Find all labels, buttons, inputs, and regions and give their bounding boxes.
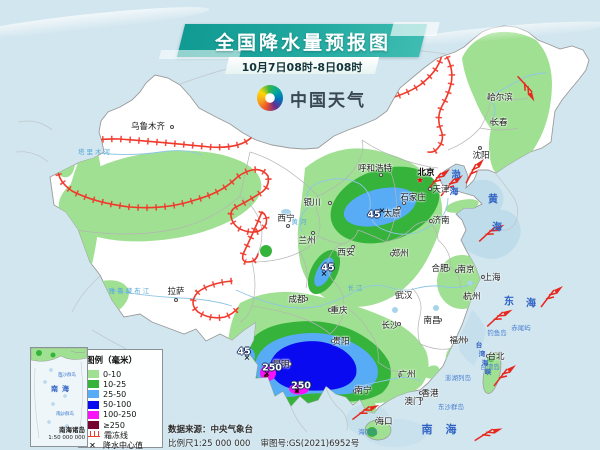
legend-item-label: 100-250 xyxy=(103,410,137,420)
wind-barb-icon xyxy=(465,158,485,184)
wind-barb-icon xyxy=(517,75,535,102)
legend-item-label: ≥250 xyxy=(103,420,125,430)
wind-barb-icon xyxy=(486,309,513,327)
legend-title: 图例（毫米） xyxy=(86,356,138,366)
wind-barb-icon xyxy=(540,286,563,308)
inset-island-label: 南沙群岛 xyxy=(56,411,75,417)
map-footer: 数据来源：中央气象台 比例尺1:25 000 000 审图号:GS(2021)69… xyxy=(168,423,359,449)
legend-item: ≥250 xyxy=(86,420,162,430)
china-weather-logo: 中国天气 xyxy=(257,85,366,111)
legend-frost-item: 霜冻线 xyxy=(86,430,162,440)
wind-barb-icon xyxy=(351,404,380,421)
forecast-period: 10月7日08时-8日08时 xyxy=(241,61,363,74)
south-china-sea-inset: 西沙群岛 南海 南沙群岛 南海诸岛 1:50 000 000 xyxy=(30,347,88,447)
legend-item-label: 霜冻线 xyxy=(104,430,128,440)
legend-item-label: 50-100 xyxy=(103,400,132,410)
precip-50-100 xyxy=(269,341,357,391)
precip-100-250 xyxy=(260,365,309,395)
logo-text: 中国天气 xyxy=(290,90,366,111)
approval-number: 审图号:GS(2021)6952号 xyxy=(260,439,360,449)
inset-island-label: 西沙群岛 xyxy=(58,372,77,378)
wind-barb-icon xyxy=(440,175,463,197)
center-value-icon: ✕ xyxy=(89,440,96,450)
data-source: 数据来源：中央气象台 xyxy=(168,425,254,435)
wind-barb-icon xyxy=(478,224,505,242)
wind-barb-icon xyxy=(474,428,503,442)
legend-item: 100-250 xyxy=(86,410,162,420)
legend-swatch xyxy=(86,410,99,419)
legend-swatch xyxy=(86,370,99,379)
legend-item-label: 0-10 xyxy=(103,369,122,379)
coastal-sea-tint xyxy=(346,159,521,447)
inset-map xyxy=(31,348,87,446)
legend-item-label: 25-50 xyxy=(103,389,127,399)
frost-line-icon xyxy=(86,431,100,438)
legend-item-label: 降水中心值 xyxy=(103,440,143,450)
legend-swatch xyxy=(86,421,99,430)
inset-scale: 1:50 000 000 xyxy=(48,434,85,441)
inset-sea-label: 南海 xyxy=(51,385,73,393)
wind-barb-icon xyxy=(493,365,516,387)
legend-swatch xyxy=(86,400,99,409)
legend-item: 10-25 xyxy=(86,379,162,389)
lakes xyxy=(281,209,473,313)
legend-center-item: ✕ 降水中心值 xyxy=(86,440,162,450)
legend-swatch xyxy=(86,380,99,389)
weather-pinwheel-icon xyxy=(257,85,283,111)
frost-line xyxy=(50,39,457,322)
province-borders xyxy=(63,95,529,373)
legend-panel: 图例（毫米） 0-10 10-25 25-50 50-100 100-250 ≥… xyxy=(78,349,163,450)
legend-item: 50-100 xyxy=(86,400,162,410)
inset-title: 南海诸岛 xyxy=(59,426,85,434)
map-scale: 比例尺1:25 000 000 xyxy=(168,439,251,449)
legend-item: 25-50 xyxy=(86,389,162,399)
legend-swatch xyxy=(86,390,99,399)
page-title: 全国降水量预报图 xyxy=(214,32,391,54)
precip-250-plus xyxy=(263,373,300,394)
legend-item: 0-10 xyxy=(86,369,162,379)
rivers xyxy=(79,72,547,387)
legend-item-label: 10-25 xyxy=(103,379,127,389)
